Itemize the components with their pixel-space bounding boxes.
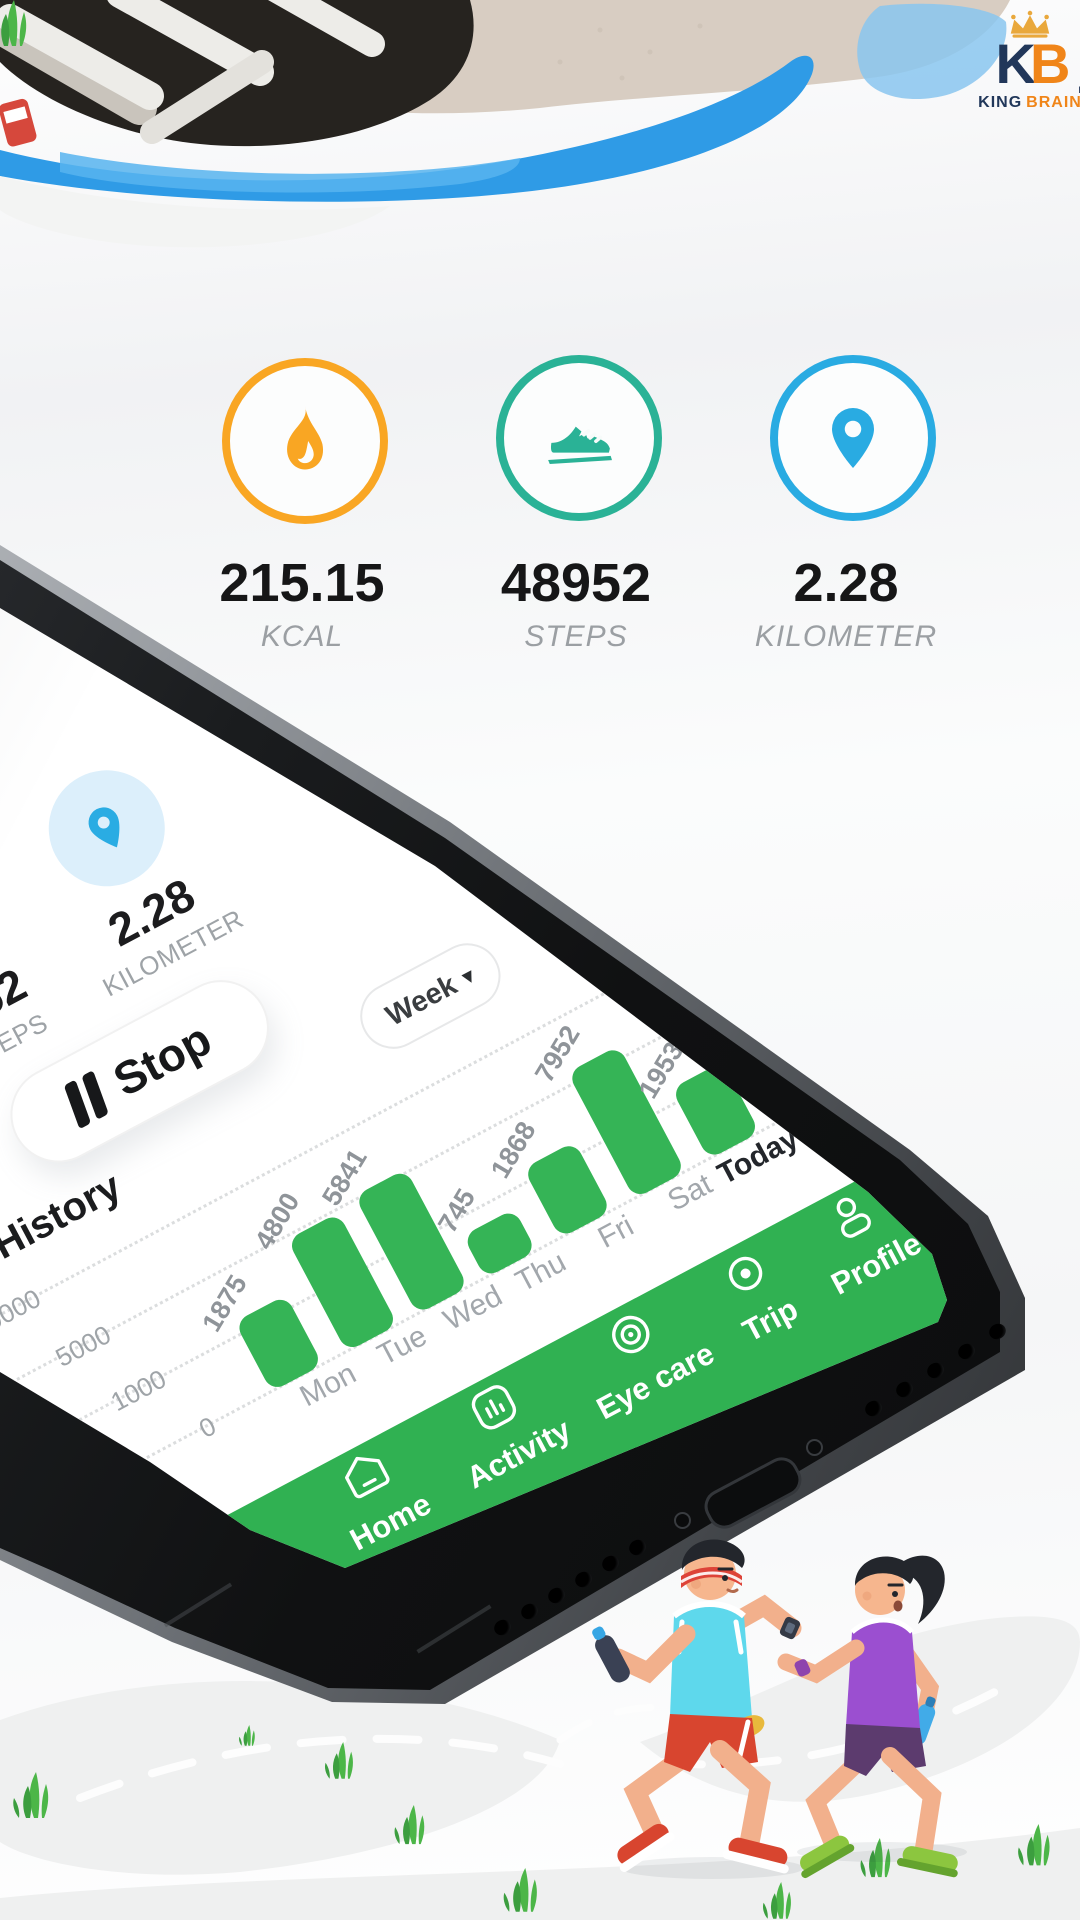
nav-item-home[interactable]: Home <box>278 1412 474 1568</box>
kcal-value: 215.15 <box>219 553 385 613</box>
profile-icon <box>836 1197 871 1238</box>
screen-stat-kilometer: 2.28 KILOMETER <box>0 721 286 1024</box>
screw <box>674 1512 691 1529</box>
kilometer-value: 2.28 <box>793 553 899 613</box>
flame-icon <box>287 406 324 470</box>
brand-name: KINGBRAININC <box>960 85 1080 112</box>
logo-letter-b: B <box>1030 32 1071 95</box>
map-pin-icon <box>88 807 120 848</box>
kcal-label: KCAL <box>260 620 344 653</box>
nav-item-eye-care[interactable]: Eye care <box>543 1271 739 1437</box>
steps-label: STEPS <box>524 620 628 653</box>
nav-item-trip[interactable]: Trip <box>658 1210 854 1376</box>
logo-monogram: KB <box>960 36 1080 92</box>
steps-circle <box>496 355 662 521</box>
week-label: Week <box>380 968 463 1033</box>
activity-icon <box>471 1385 517 1430</box>
crown-icon <box>1010 10 1050 38</box>
home-icon <box>345 1456 390 1499</box>
kilometer-label: KILOMETER <box>754 620 938 653</box>
sneaker-photo <box>0 0 1010 248</box>
eye-care-icon <box>612 1315 650 1354</box>
nav-item-profile[interactable]: Profile <box>764 1153 947 1319</box>
steps-value: 48952 <box>500 553 652 613</box>
inc-suffix: INC <box>1079 85 1080 95</box>
stop-label: Stop <box>104 1012 220 1107</box>
caret-down-icon: ▾ <box>458 964 478 989</box>
shoe-tag <box>0 98 37 147</box>
kcal-circle <box>222 358 388 524</box>
trip-icon <box>728 1256 763 1291</box>
nav-item-activity[interactable]: Activity <box>406 1344 602 1510</box>
logo-letter-k: K <box>995 32 1037 95</box>
map-pin-icon <box>832 408 874 468</box>
kilometer-circle <box>770 355 936 521</box>
week-selector[interactable]: Week ▾ <box>348 931 513 1061</box>
brand-logo: KB KINGBRAININC <box>960 10 1080 112</box>
pause-icon <box>64 1069 110 1130</box>
screw <box>806 1439 823 1456</box>
sneaker-icon <box>548 426 612 464</box>
fitness-app-ui: 48952 STEPS 2.28 KILOMETER Stop Steps Hi… <box>0 608 947 1568</box>
